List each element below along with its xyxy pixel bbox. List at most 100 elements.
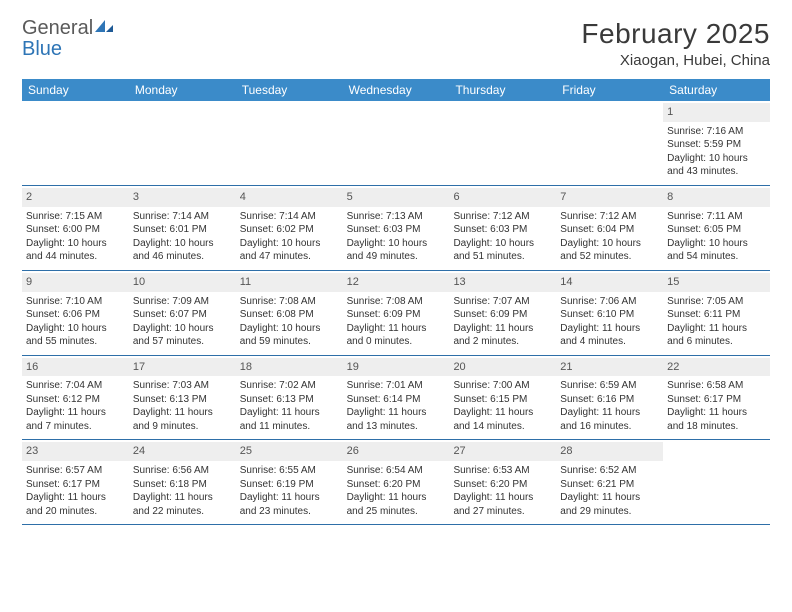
sunset-text: Sunset: 6:13 PM [240,393,339,407]
daylight-text: Daylight: 10 hours and 44 minutes. [26,237,125,264]
day-number: 3 [129,188,236,207]
daylight-text: Daylight: 11 hours and 4 minutes. [560,322,659,349]
sunrise-text: Sunrise: 7:08 AM [240,295,339,309]
weekday-header: Thursday [449,79,556,101]
weekday-header: Friday [556,79,663,101]
day-cell-empty: . [556,101,663,185]
weekday-header: Tuesday [236,79,343,101]
daylight-text: Daylight: 11 hours and 22 minutes. [133,491,232,518]
day-number: 18 [236,358,343,377]
day-cell-empty: . [236,101,343,185]
sunrise-text: Sunrise: 7:11 AM [667,210,766,224]
sunrise-text: Sunrise: 7:03 AM [133,379,232,393]
sunset-text: Sunset: 6:05 PM [667,223,766,237]
sunrise-text: Sunrise: 7:13 AM [347,210,446,224]
sunset-text: Sunset: 6:02 PM [240,223,339,237]
day-number: 24 [129,442,236,461]
sunrise-text: Sunrise: 7:12 AM [453,210,552,224]
calendar-page: General Blue February 2025 Xiaogan, Hube… [0,0,792,537]
day-cell: 16Sunrise: 7:04 AMSunset: 6:12 PMDayligh… [22,356,129,440]
sunset-text: Sunset: 6:20 PM [347,478,446,492]
sunrise-text: Sunrise: 6:56 AM [133,464,232,478]
sunrise-text: Sunrise: 6:55 AM [240,464,339,478]
sunset-text: Sunset: 6:03 PM [453,223,552,237]
header: General Blue February 2025 Xiaogan, Hube… [22,18,770,69]
day-cell-empty: . [449,101,556,185]
weekday-header: Saturday [663,79,770,101]
day-cell: 25Sunrise: 6:55 AMSunset: 6:19 PMDayligh… [236,440,343,524]
sunset-text: Sunset: 6:12 PM [26,393,125,407]
day-cell: 17Sunrise: 7:03 AMSunset: 6:13 PMDayligh… [129,356,236,440]
daylight-text: Daylight: 11 hours and 9 minutes. [133,406,232,433]
daylight-text: Daylight: 11 hours and 18 minutes. [667,406,766,433]
day-cell: 9Sunrise: 7:10 AMSunset: 6:06 PMDaylight… [22,271,129,355]
day-number: 19 [343,358,450,377]
daylight-text: Daylight: 10 hours and 46 minutes. [133,237,232,264]
day-cell: 4 Sunrise: 7:14 AMSunset: 6:02 PMDaylight… [236,186,343,270]
sunrise-text: Sunrise: 7:14 AM [240,210,339,224]
sunset-text: Sunset: 6:08 PM [240,308,339,322]
daylight-text: Daylight: 11 hours and 23 minutes. [240,491,339,518]
brand-logo: General Blue [22,18,113,60]
day-cell: 21Sunrise: 6:59 AMSunset: 6:16 PMDayligh… [556,356,663,440]
title-block: February 2025 Xiaogan, Hubei, China [581,18,770,69]
day-cell: 2Sunrise: 7:15 AMSunset: 6:00 PMDaylight… [22,186,129,270]
day-cell: 23Sunrise: 6:57 AMSunset: 6:17 PMDayligh… [22,440,129,524]
daylight-text: Daylight: 10 hours and 47 minutes. [240,237,339,264]
sunset-text: Sunset: 6:10 PM [560,308,659,322]
day-cell: 26 Sunrise: 6:54 AMSunset: 6:20 PMDayligh… [343,440,450,524]
daylight-text: Daylight: 10 hours and 49 minutes. [347,237,446,264]
daylight-text: Daylight: 10 hours and 43 minutes. [667,152,766,179]
daylight-text: Daylight: 11 hours and 14 minutes. [453,406,552,433]
day-cell: 7Sunrise: 7:12 AMSunset: 6:04 PMDaylight… [556,186,663,270]
day-number: 22 [663,358,770,377]
sunrise-text: Sunrise: 7:10 AM [26,295,125,309]
sunset-text: Sunset: 6:18 PM [133,478,232,492]
sunset-text: Sunset: 6:01 PM [133,223,232,237]
sail-icon [95,20,113,39]
week-row: 16Sunrise: 7:04 AMSunset: 6:12 PMDayligh… [22,356,770,441]
daylight-text: Daylight: 10 hours and 55 minutes. [26,322,125,349]
sunset-text: Sunset: 6:16 PM [560,393,659,407]
sunrise-text: Sunrise: 7:06 AM [560,295,659,309]
sunset-text: Sunset: 6:11 PM [667,308,766,322]
sunrise-text: Sunrise: 6:59 AM [560,379,659,393]
day-number: 12 [343,273,450,292]
day-cell: 5Sunrise: 7:13 AMSunset: 6:03 PMDaylight… [343,186,450,270]
sunrise-text: Sunrise: 7:04 AM [26,379,125,393]
day-number: 13 [449,273,556,292]
sunset-text: Sunset: 6:03 PM [347,223,446,237]
weekday-header: Monday [129,79,236,101]
daylight-text: Daylight: 11 hours and 7 minutes. [26,406,125,433]
sunrise-text: Sunrise: 6:54 AM [347,464,446,478]
sunset-text: Sunset: 6:14 PM [347,393,446,407]
day-number: 28 [556,442,663,461]
day-number: 27 [449,442,556,461]
sunset-text: Sunset: 6:20 PM [453,478,552,492]
sunset-text: Sunset: 6:09 PM [347,308,446,322]
daylight-text: Daylight: 11 hours and 0 minutes. [347,322,446,349]
daylight-text: Daylight: 11 hours and 11 minutes. [240,406,339,433]
day-number: 15 [663,273,770,292]
day-number: 4 [236,188,343,207]
sunrise-text: Sunrise: 6:53 AM [453,464,552,478]
sunset-text: Sunset: 5:59 PM [667,138,766,152]
day-number: 26 [343,442,450,461]
week-row: 23Sunrise: 6:57 AMSunset: 6:17 PMDayligh… [22,440,770,525]
sunset-text: Sunset: 6:00 PM [26,223,125,237]
day-cell: 11Sunrise: 7:08 AMSunset: 6:08 PMDayligh… [236,271,343,355]
sunset-text: Sunset: 6:13 PM [133,393,232,407]
sunset-text: Sunset: 6:19 PM [240,478,339,492]
day-cell-empty: . [663,440,770,524]
sunset-text: Sunset: 6:21 PM [560,478,659,492]
day-number: 23 [22,442,129,461]
week-row: 9Sunrise: 7:10 AMSunset: 6:06 PMDaylight… [22,271,770,356]
daylight-text: Daylight: 10 hours and 51 minutes. [453,237,552,264]
brand-text: General Blue [22,18,113,60]
sunrise-text: Sunrise: 6:57 AM [26,464,125,478]
sunrise-text: Sunrise: 7:05 AM [667,295,766,309]
calendar-grid: Sunday Monday Tuesday Wednesday Thursday… [22,79,770,525]
sunrise-text: Sunrise: 6:58 AM [667,379,766,393]
sunrise-text: Sunrise: 6:52 AM [560,464,659,478]
daylight-text: Daylight: 11 hours and 25 minutes. [347,491,446,518]
